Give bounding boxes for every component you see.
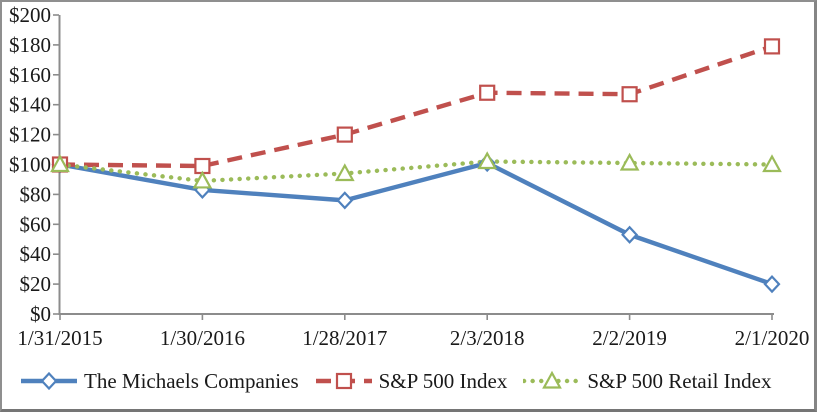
triangle-marker (50, 154, 70, 173)
y-axis-label: $20 (20, 272, 52, 296)
y-axis-label: $0 (30, 302, 51, 326)
legend-swatch-square (315, 372, 372, 390)
legend-label: S&P 500 Index (378, 368, 508, 393)
y-axis-label: $120 (9, 123, 51, 147)
diamond-marker (621, 225, 639, 244)
diamond-marker (763, 274, 781, 294)
legend-item: The Michaels Companies (20, 369, 299, 394)
legend-swatch-diamond (21, 371, 77, 391)
y-axis-label: $140 (9, 93, 51, 117)
triangle-marker (192, 170, 213, 189)
chart-legend: The Michaels Companies S&P 500 Index S&P 5… (20, 361, 814, 401)
y-axis-label: $160 (9, 63, 51, 87)
x-axis-label: 1/28/2017 (302, 326, 387, 350)
y-axis-label: $40 (20, 242, 52, 266)
diamond-marker (40, 371, 58, 391)
triangle-marker (477, 151, 498, 170)
series-line-triangle (57, 159, 775, 184)
square-marker (335, 372, 352, 390)
square-marker (336, 126, 353, 143)
x-axis-label: 1/31/2015 (17, 326, 102, 350)
legend-item: S&P 500 Index (315, 368, 508, 394)
plot-area: $0 $20 $40 $60 $80 $100 $120 $140 $160 $180 $200 1/… (9, 3, 810, 350)
y-axis-label: $180 (9, 33, 51, 57)
triangle-marker (762, 154, 782, 173)
legend-item: S&P 500 Retail Index (523, 368, 772, 394)
x-axis-label: 2/1/2020 (735, 326, 810, 350)
square-marker (621, 86, 638, 103)
square-marker (479, 84, 496, 101)
diamond-marker (336, 191, 354, 210)
x-axis-label: 1/30/2016 (160, 326, 245, 350)
y-axis-label: $200 (9, 3, 51, 27)
x-axis-label: 2/3/2018 (450, 326, 525, 350)
triangle-marker (542, 370, 563, 389)
legend-label: S&P 500 Retail Index (587, 368, 772, 393)
legend-label: The Michaels Companies (84, 368, 299, 393)
y-axis-label: $80 (20, 182, 52, 206)
series-line-square (59, 44, 773, 169)
legend-swatch-triangle (523, 370, 582, 389)
y-axis-label: $100 (9, 153, 51, 177)
x-axis-label: 2/2/2019 (592, 326, 667, 350)
triangle-marker (619, 152, 640, 171)
series-line-diamond (59, 160, 773, 287)
triangle-marker (334, 163, 355, 182)
square-marker (763, 38, 781, 55)
y-axis-label: $60 (20, 212, 52, 236)
